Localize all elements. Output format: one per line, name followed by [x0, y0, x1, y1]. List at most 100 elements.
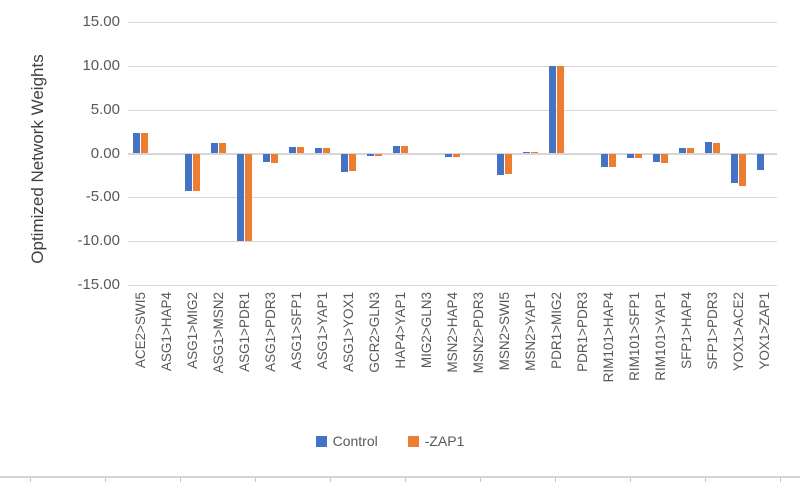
x-category-label: MSN2>SWI5	[496, 292, 512, 371]
bar-zap1	[219, 142, 227, 154]
bar-zap1	[738, 153, 746, 186]
bar-zap1	[401, 146, 409, 154]
bar-zap1	[297, 147, 305, 154]
x-category-label: YOX1>ACE2	[730, 292, 746, 372]
x-category-label: ASG1>YOX1	[341, 292, 357, 372]
bar-control	[367, 153, 375, 157]
x-category-label: MIG2>GLN3	[419, 292, 435, 369]
x-category-label: ASG1>PDR3	[263, 292, 279, 372]
gridline	[128, 285, 777, 286]
bar-control	[522, 151, 530, 154]
y-tick-label: -10.00	[77, 232, 120, 250]
bottom-edge-tick	[255, 478, 256, 482]
y-tick-label: 5.00	[90, 100, 120, 118]
x-category-label: ACE2>SWI5	[133, 292, 149, 369]
bottom-edge-tick	[630, 478, 631, 482]
bottom-edge-tick	[405, 478, 406, 482]
bar-zap1	[634, 153, 642, 158]
bar-zap1	[530, 151, 538, 154]
bar-control	[211, 142, 219, 154]
x-category-label: RIM101>HAP4	[600, 292, 616, 383]
bar-zap1	[712, 142, 720, 154]
x-category-label: SFP1>HAP4	[678, 292, 694, 369]
y-tick-label: -15.00	[77, 276, 120, 293]
bar-control	[185, 153, 193, 192]
bar-zap1	[660, 153, 668, 164]
y-tick-label: 0.00	[90, 144, 120, 162]
bar-control	[237, 153, 245, 242]
bar-control	[315, 148, 323, 154]
x-category-label: ASG1>MSN2	[211, 292, 227, 374]
gridline	[128, 197, 777, 199]
zap1-series-swatch	[407, 435, 419, 447]
y-tick-label: 15.00	[82, 13, 120, 30]
x-category-label: ASG1>YAP1	[315, 292, 331, 370]
bar-control	[263, 153, 271, 163]
bottom-edge-tick	[705, 478, 706, 482]
y-tick-label: 10.00	[82, 56, 120, 74]
legend: Control -ZAP1	[0, 433, 780, 449]
bar-zap1	[245, 153, 253, 242]
bottom-partial-table-edge	[0, 476, 800, 478]
bottom-edge-tick	[180, 478, 181, 482]
legend-item-control: Control	[315, 433, 378, 449]
bottom-edge-tick	[780, 478, 781, 482]
y-tick-label: -5.00	[85, 188, 120, 206]
category-axis-line	[128, 152, 777, 155]
x-category-label: ASG1>MIG2	[185, 292, 201, 369]
bar-control	[341, 153, 349, 172]
x-category-label: RIM101>YAP1	[652, 292, 668, 381]
legend-item-zap1: -ZAP1	[407, 433, 465, 449]
x-category-label: PDR1>MIG2	[548, 292, 564, 369]
bar-control	[678, 147, 686, 154]
bar-zap1	[375, 153, 383, 157]
x-category-label: MSN2>HAP4	[445, 292, 460, 373]
bar-zap1	[323, 147, 331, 154]
x-category-label: MSN2>PDR3	[470, 292, 486, 374]
gridline	[128, 22, 777, 23]
x-category-label: SFP1>PDR3	[704, 292, 720, 370]
bar-zap1	[349, 153, 357, 172]
bottom-edge-tick	[330, 478, 331, 482]
bottom-edge-tick	[105, 478, 106, 482]
bar-control	[445, 153, 452, 157]
bar-zap1	[193, 153, 201, 192]
bar-zap1	[686, 148, 694, 154]
bar-control	[496, 153, 504, 175]
gridline	[128, 65, 777, 67]
bar-control	[626, 153, 634, 158]
gridline	[128, 241, 777, 243]
bar-control	[289, 147, 297, 154]
bar-control	[652, 153, 660, 163]
bottom-edge-tick	[30, 478, 31, 482]
x-category-label: PDR1>PDR3	[574, 292, 590, 372]
gridline	[128, 109, 777, 111]
x-category-label: HAP4>YAP1	[393, 292, 409, 369]
bar-control	[600, 153, 608, 167]
bar-control	[393, 146, 401, 154]
bar-control	[730, 153, 738, 184]
legend-label-control: Control	[332, 433, 378, 449]
x-category-label: MSN2>YAP1	[522, 292, 538, 371]
bar-zap1	[608, 153, 616, 167]
x-category-label: ASG1>PDR1	[237, 292, 253, 372]
bar-zap1	[453, 153, 460, 157]
bar-zap1	[504, 153, 512, 174]
bar-zap1	[556, 65, 564, 154]
bar-control	[704, 142, 712, 154]
legend-label-zap1: -ZAP1	[424, 433, 465, 449]
control-series-swatch	[315, 435, 327, 447]
x-category-label: GCR2>GLN3	[367, 292, 383, 373]
bar-zap1	[271, 153, 279, 164]
x-category-label: ASG1>SFP1	[289, 292, 305, 370]
bar-control	[756, 153, 764, 171]
x-category-label: ASG1>HAP4	[159, 292, 175, 372]
bottom-edge-tick	[555, 478, 556, 482]
bottom-edge-tick	[480, 478, 481, 482]
bar-control	[133, 133, 141, 154]
bar-zap1	[141, 133, 149, 154]
bar-control	[548, 65, 556, 154]
x-category-label: RIM101>SFP1	[626, 292, 642, 381]
x-category-label: YOX1>ZAP1	[756, 292, 772, 370]
